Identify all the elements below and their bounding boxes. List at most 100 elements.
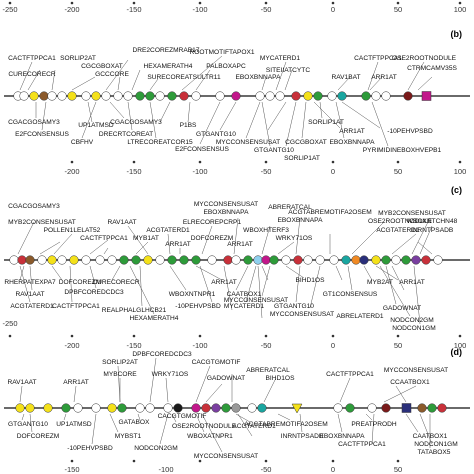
- element-label: EBOXBNNAPA: [236, 74, 282, 81]
- element-label: GT1CONSENSUS: [323, 291, 378, 298]
- element-label: ARR1AT: [339, 128, 365, 135]
- element-label: DPBFCOREDCDC3: [64, 289, 124, 296]
- element-label: CGCGBOXAT: [81, 63, 123, 70]
- element-label: ARR1AT: [227, 241, 253, 248]
- element-label: DRECRTCOREAT: [99, 131, 153, 138]
- element-label: CACTFTPPCA1: [326, 371, 374, 378]
- tick-label: 100: [454, 341, 467, 350]
- tick-label: 100: [454, 5, 467, 14]
- element-label: CURECORECR: [92, 279, 139, 286]
- element-label: CACTFTPPCA1: [52, 303, 100, 310]
- element-label: E2FCONSENSUS: [15, 131, 69, 138]
- element-label: TATABOX5: [418, 449, 451, 456]
- element-label: DOFCOREZM: [191, 235, 234, 242]
- element-label: INRNTPSADB: [281, 433, 324, 440]
- element-label: CGCGBOXAT: [285, 139, 327, 146]
- element-label: CGACGOSAMY3: [110, 119, 162, 126]
- element-label: LTRECOREATCOR15: [127, 139, 193, 146]
- element-label: CACGTGMOTIF: [158, 413, 207, 420]
- element-label: GTGANTG10: [274, 303, 314, 310]
- tick-label: -150: [64, 465, 79, 474]
- panel-b: (b) CACTFTPPCA1 SORLIP2: [4, 29, 470, 176]
- element-label: -10PEHVPSBD: [175, 303, 221, 310]
- element-label: RAV1AAT: [7, 379, 36, 386]
- element-label: ACGTABREMOTIFA2OSEM: [288, 209, 371, 216]
- element-label: WBOXHTERF3: [243, 227, 289, 234]
- element-label: RAV1AAT: [15, 291, 44, 298]
- element-label: DPBFCOREDCDC3: [132, 351, 192, 358]
- element-label: MYB2CONSENSUSAT: [378, 210, 446, 217]
- tick-label: -100: [192, 167, 207, 176]
- element-label: ABRERATCAL: [268, 204, 312, 211]
- element-label: ABRERATCAL: [246, 367, 290, 374]
- panel-letter-d: (d): [451, 347, 463, 357]
- element-label: HEXAMERATH4: [144, 63, 193, 70]
- tick-label: 50: [394, 167, 402, 176]
- element-label: EBOXBNNAPA: [204, 209, 250, 216]
- tick-label: 50: [394, 5, 402, 14]
- tick-label: -50: [261, 5, 272, 14]
- element-label: ELRECOREPCRP1: [183, 219, 242, 226]
- element-label: ACGTATERD1: [10, 303, 54, 310]
- tick-label: -200: [64, 341, 79, 350]
- element-label: WBOXATNPR1: [187, 433, 233, 440]
- element-label: ARR1AT: [165, 241, 191, 248]
- element-label: CTRMCAMV35S: [407, 65, 457, 72]
- panel-c: (c): [4, 185, 470, 350]
- element-label: RHERPATEXPA7: [4, 279, 56, 286]
- element-label: E2FCONSENSUS: [175, 146, 229, 153]
- element-label: MYCCONSENSUSAT: [224, 297, 288, 304]
- element-label: P1BS: [180, 122, 197, 129]
- element-label: WBOXNTCHN48: [407, 218, 458, 225]
- element-label: ABRELATERD1: [336, 313, 383, 320]
- element-label: MYB2CONSENSUSAT: [8, 219, 76, 226]
- element-label: ROOTMOTIFTAPOX1: [189, 49, 254, 56]
- element-label: CGACGOSAMY3: [8, 119, 60, 126]
- element-label: MYCCONSENSUSAT: [194, 201, 258, 208]
- element-label: ARR1AT: [211, 279, 237, 286]
- top-axis: -250 -200 -150 -100 -50 0 50 100: [2, 5, 466, 14]
- tick-label: 0: [331, 465, 335, 474]
- element-label: EBOXBNNAPA: [278, 217, 324, 224]
- element-label: MYCATERD1: [260, 55, 301, 62]
- element-label: MYBST1: [115, 433, 142, 440]
- element-label: MYCCONSENSUSAT: [270, 311, 334, 318]
- element-label: PALBOXAPC: [206, 63, 246, 70]
- element-label: CBFHV: [71, 139, 94, 146]
- element-label: CAATBOX1: [413, 433, 448, 440]
- element-label: OSE2ROOTNODULE: [368, 218, 433, 225]
- element-label: CACTFTPPCA1: [80, 235, 128, 242]
- element-label: ARR1AT: [63, 379, 89, 386]
- element-label: UP1ATMSD: [56, 421, 92, 428]
- element-label: DRE2COREZMRAB17: [132, 47, 199, 54]
- element-label: CACTFTPPCA1: [8, 55, 56, 62]
- element-label: NODCON2GM: [390, 317, 434, 324]
- element-label: SORLIP2AT: [60, 55, 96, 62]
- element-label: MYCCONSENSUSAT: [216, 139, 280, 146]
- element-label: INRNTPSADB: [411, 227, 454, 234]
- tick-label: -150: [126, 5, 141, 14]
- element-label: ACGTABREMOTIFA2OSEM: [244, 421, 327, 428]
- element-label: PREATPRODH: [351, 421, 397, 428]
- tick-label: 50: [394, 341, 402, 350]
- element-label: RAV1BAT: [331, 74, 360, 81]
- bottom-axis: -150 -100 -50 0 50: [64, 459, 402, 474]
- element-label: NODCON1GM: [414, 441, 458, 448]
- element-label: NODCON1GM: [392, 325, 436, 332]
- element-label: HEXAMERATH4: [130, 315, 179, 322]
- element-label: WRKY71OS: [152, 371, 189, 378]
- tick-label: 100: [454, 167, 467, 176]
- element-label: EBOXBNNAPA: [320, 433, 366, 440]
- element-label: SITEIIATCYTC: [266, 67, 310, 74]
- tick-label: -50: [261, 167, 272, 176]
- element-label: -10PEHVPSBD: [67, 445, 113, 452]
- element-label: ACGTATERD1: [232, 423, 276, 430]
- element-label: RAV1AAT: [107, 219, 136, 226]
- element-label: NODCON2GM: [134, 445, 178, 452]
- element-label: GCCCORE: [95, 71, 129, 78]
- tick-label: -150: [126, 167, 141, 176]
- element-label: GTGANTG10: [196, 131, 236, 138]
- element-label: SORLIP1AT: [308, 119, 344, 126]
- panel-letter-c: (c): [451, 185, 462, 195]
